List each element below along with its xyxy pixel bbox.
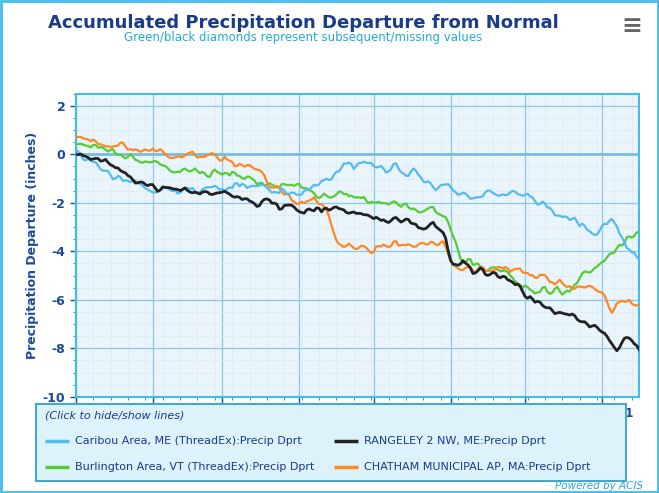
Text: RANGELEY 2 NW, ME:Precip Dprt: RANGELEY 2 NW, ME:Precip Dprt bbox=[364, 436, 545, 446]
Text: CHATHAM MUNICIPAL AP, MA:Precip Dprt: CHATHAM MUNICIPAL AP, MA:Precip Dprt bbox=[364, 462, 590, 472]
Text: ≡: ≡ bbox=[621, 14, 643, 38]
Text: (Click to hide/show lines): (Click to hide/show lines) bbox=[45, 410, 185, 421]
Y-axis label: Precipitation Departure (inches): Precipitation Departure (inches) bbox=[26, 132, 39, 359]
Text: Accumulated Precipitation Departure from Normal: Accumulated Precipitation Departure from… bbox=[47, 14, 559, 32]
Text: Caribou Area, ME (ThreadEx):Precip Dprt: Caribou Area, ME (ThreadEx):Precip Dprt bbox=[74, 436, 301, 446]
Text: Burlington Area, VT (ThreadEx):Precip Dprt: Burlington Area, VT (ThreadEx):Precip Dp… bbox=[74, 462, 314, 472]
Text: Green/black diamonds represent subsequent/missing values: Green/black diamonds represent subsequen… bbox=[124, 31, 482, 43]
Text: Powered by ACIS: Powered by ACIS bbox=[554, 481, 643, 491]
